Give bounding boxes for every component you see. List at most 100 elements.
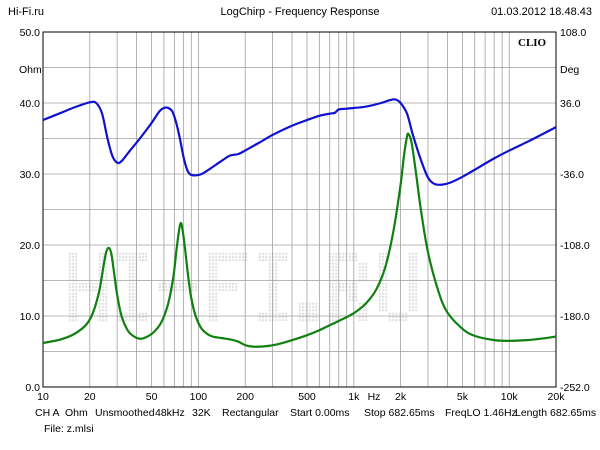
watermark-dot xyxy=(275,302,278,305)
watermark-dot xyxy=(211,255,215,259)
watermark-dot xyxy=(335,275,338,279)
watermark-dot xyxy=(128,292,131,295)
watermark-dot xyxy=(261,319,265,322)
watermark-dot xyxy=(105,275,108,279)
watermark-dot xyxy=(338,289,341,292)
watermark-dot xyxy=(71,312,75,315)
watermark-dot xyxy=(105,272,108,275)
watermark-dot xyxy=(331,295,335,299)
watermark-dot xyxy=(131,269,135,272)
y-right-tick-label: 108.0 xyxy=(560,27,586,39)
watermark-dot xyxy=(221,285,225,289)
watermark-dot xyxy=(408,262,411,265)
watermark-dot xyxy=(378,252,381,255)
watermark-dot xyxy=(211,272,215,275)
watermark-dot xyxy=(275,312,278,315)
watermark-dot xyxy=(158,285,161,289)
x-tick-label: 200 xyxy=(236,391,254,403)
watermark-dot xyxy=(85,285,88,289)
watermark-dot xyxy=(315,302,318,305)
watermark-dot xyxy=(331,262,335,265)
watermark-dot xyxy=(331,312,335,315)
watermark-dot xyxy=(408,309,411,312)
watermark-dot xyxy=(105,269,108,272)
watermark-dot xyxy=(215,269,218,272)
watermark-dot xyxy=(128,269,131,272)
watermark-dot xyxy=(415,255,418,259)
watermark-dot xyxy=(215,312,218,315)
watermark-dot xyxy=(75,259,78,262)
watermark-dot xyxy=(215,259,218,262)
watermark-dot xyxy=(268,299,271,302)
watermark-dot xyxy=(91,282,95,285)
watermark-dot xyxy=(131,289,135,292)
watermark-dot xyxy=(411,305,415,309)
watermark-dot xyxy=(125,319,128,322)
axis-ticks: 10 20 50 100 200 500 1k 2k 5k 10k 20k 0.0 10.0 20.0 30… xyxy=(20,27,590,403)
x-tick-label: 2k xyxy=(395,391,407,403)
watermark-dot xyxy=(211,302,215,305)
watermark-dot xyxy=(101,312,105,315)
watermark-dot xyxy=(385,309,388,312)
watermark-dot xyxy=(71,272,75,275)
watermark-dot xyxy=(335,265,338,269)
x-tick-label: 100 xyxy=(190,391,208,403)
watermark-dot xyxy=(211,282,215,285)
watermark-dot xyxy=(215,302,218,305)
watermark-dot xyxy=(331,275,335,279)
watermark-dot xyxy=(341,252,345,255)
watermark-dot xyxy=(218,252,221,255)
watermark-dot xyxy=(268,275,271,279)
watermark-dot xyxy=(75,265,78,269)
watermark-dot xyxy=(228,285,231,289)
watermark-dot xyxy=(211,252,215,255)
watermark-dot xyxy=(281,259,285,262)
watermark-dot xyxy=(215,289,218,292)
watermark-dot xyxy=(158,282,161,285)
watermark-dot xyxy=(208,295,211,299)
watermark-dot xyxy=(138,312,141,315)
watermark-dot xyxy=(311,312,315,315)
watermark-dot xyxy=(71,269,75,272)
watermark-dot xyxy=(98,295,102,299)
watermark-dot xyxy=(408,269,411,272)
watermark-dot xyxy=(278,312,281,315)
watermark-dot xyxy=(268,312,271,315)
watermark-dot xyxy=(75,319,78,322)
watermark-dot xyxy=(408,265,411,269)
watermark-dot xyxy=(408,295,411,299)
watermark-dot xyxy=(225,259,228,262)
watermark-dot xyxy=(225,252,228,255)
y-left-tick-label: 0.0 xyxy=(25,382,40,394)
watermark-dot xyxy=(125,259,128,262)
watermark-dot xyxy=(105,302,108,305)
sample-rate-label: 48kHz xyxy=(155,407,185,419)
watermark-dot xyxy=(261,252,265,255)
watermark-dot xyxy=(265,255,268,259)
watermark-dot xyxy=(338,255,341,259)
watermark-dot xyxy=(85,282,88,285)
watermark-dot xyxy=(218,285,221,289)
watermark-dot xyxy=(98,272,102,275)
watermark-dot xyxy=(101,302,105,305)
watermark-dot xyxy=(348,292,351,295)
watermark-dot xyxy=(75,275,78,279)
watermark-dot xyxy=(101,292,105,295)
watermark-dot xyxy=(335,269,338,272)
watermark-dot xyxy=(358,269,361,272)
watermark-dot xyxy=(378,255,381,259)
watermark-dot xyxy=(331,292,335,295)
watermark-dot xyxy=(281,252,285,255)
watermark-dot xyxy=(331,269,335,272)
watermark-dot xyxy=(285,252,288,255)
watermark-dot xyxy=(221,255,225,259)
watermark-dot xyxy=(378,262,381,265)
watermark-dot xyxy=(68,299,72,302)
watermark-dot xyxy=(105,265,108,269)
watermark-dot xyxy=(68,269,72,272)
watermark-dot xyxy=(68,285,72,289)
watermark-dot xyxy=(365,265,368,269)
watermark-dot xyxy=(275,282,278,285)
watermark-dot xyxy=(138,255,141,259)
watermark-dot xyxy=(131,299,135,302)
